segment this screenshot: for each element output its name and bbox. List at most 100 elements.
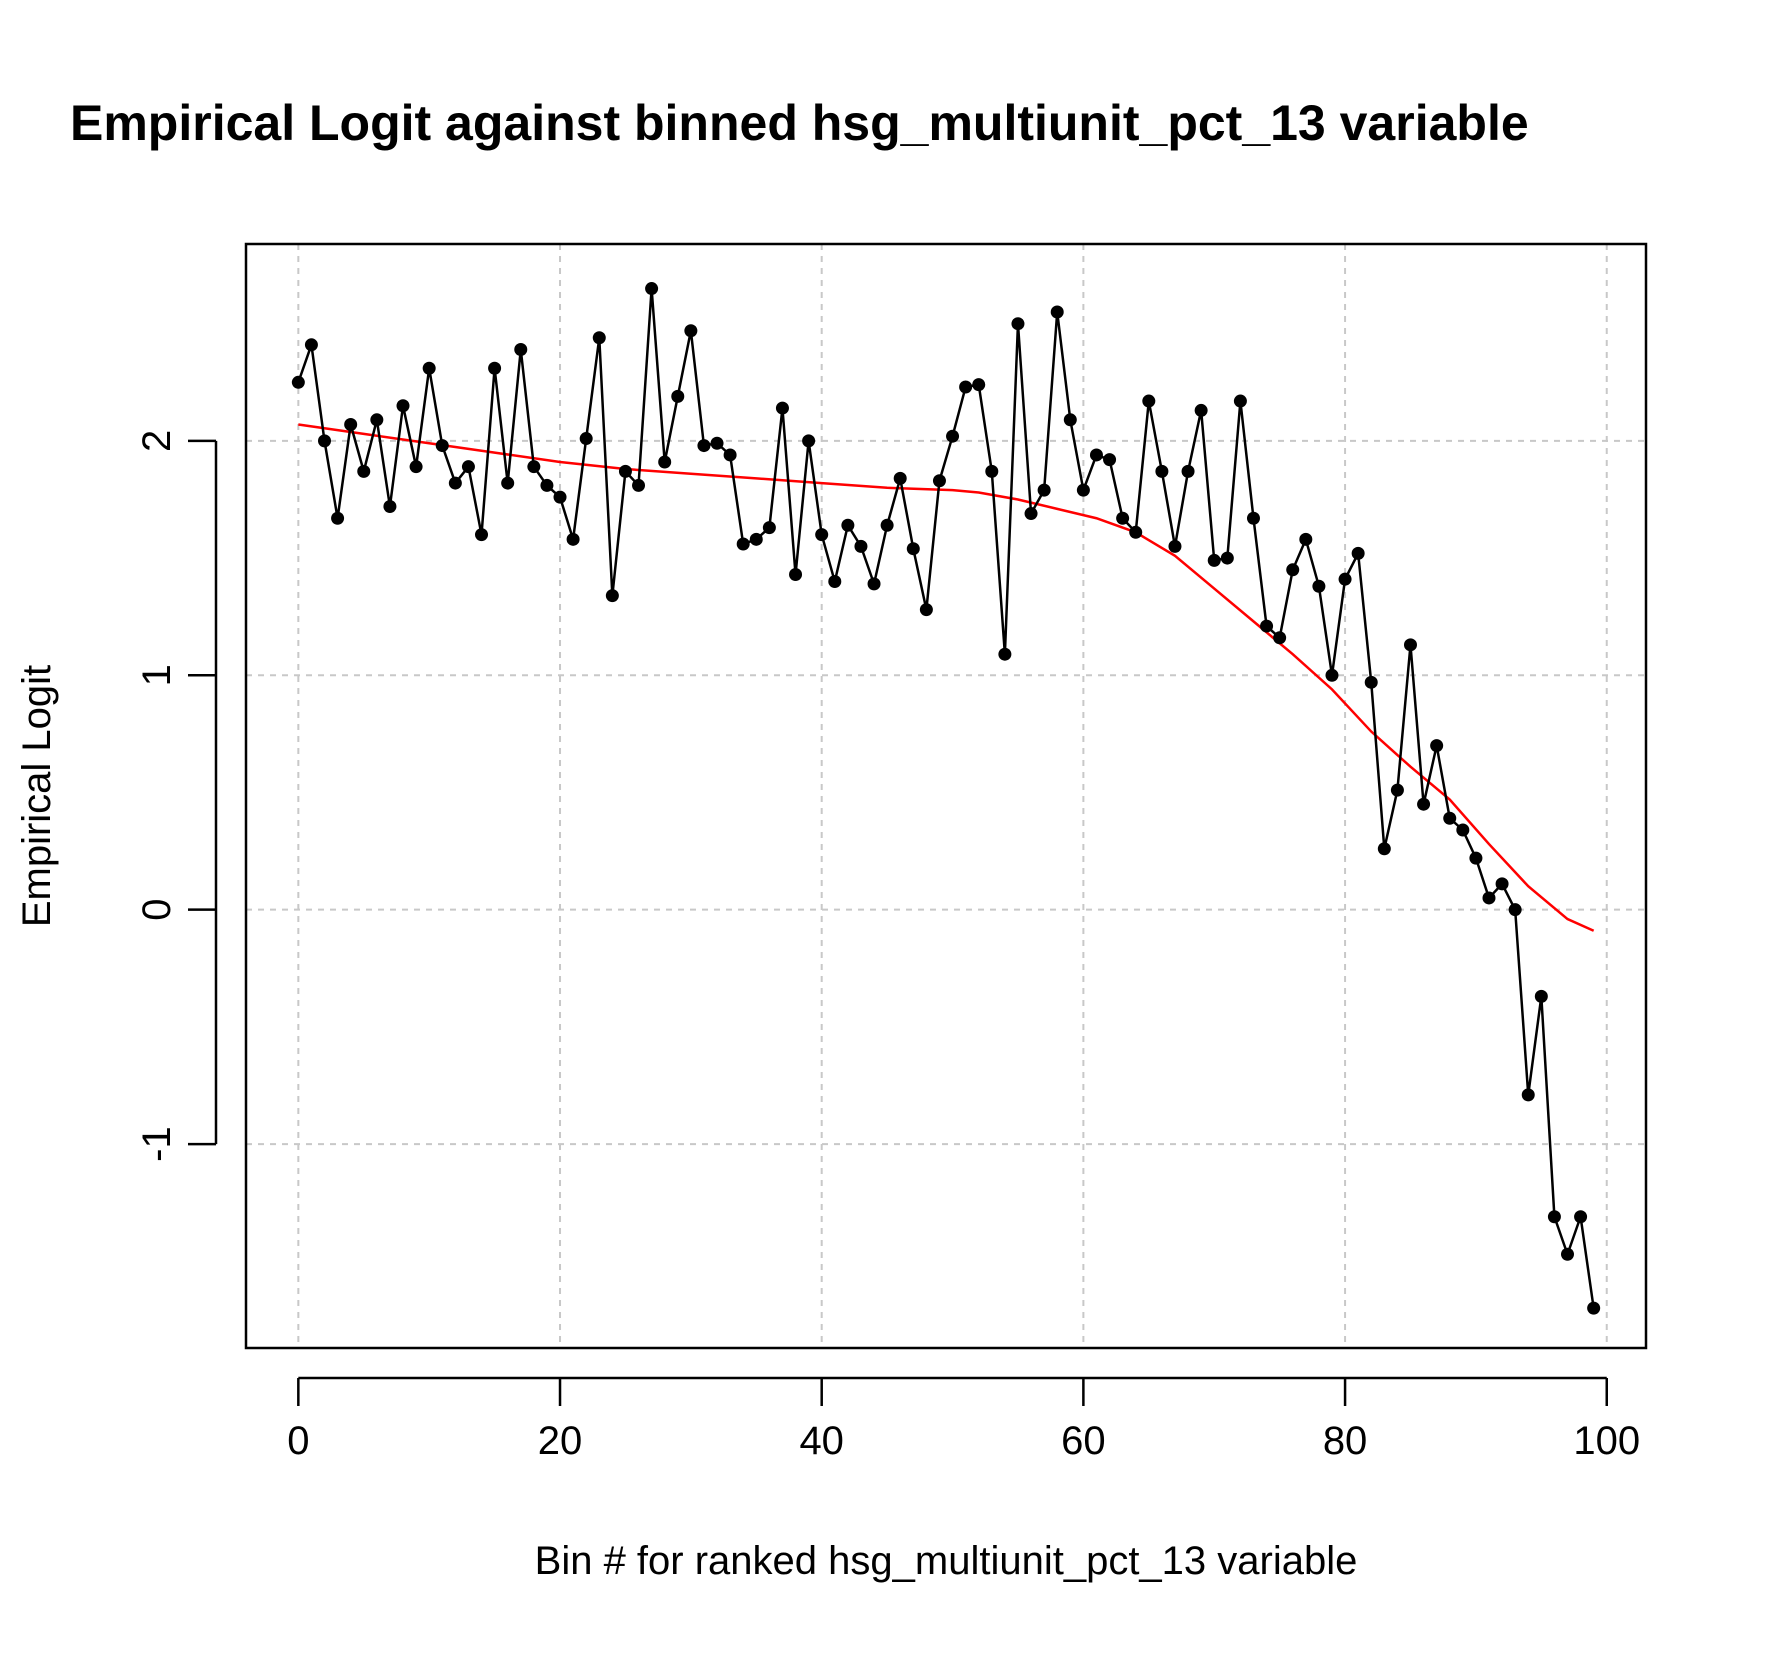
- data-point: [736, 537, 750, 551]
- data-point: [1482, 891, 1496, 905]
- data-point: [1364, 675, 1378, 689]
- data-point: [1587, 1301, 1601, 1315]
- data-point: [566, 532, 580, 546]
- data-point: [461, 460, 475, 474]
- data-point: [448, 476, 462, 490]
- data-point: [553, 490, 567, 504]
- data-point: [658, 455, 672, 469]
- data-point: [331, 511, 345, 525]
- data-point: [1037, 483, 1051, 497]
- data-point: [1534, 989, 1548, 1003]
- data-point: [1351, 546, 1365, 560]
- y-tick-label: 0: [135, 899, 179, 921]
- smooth-line: [298, 423, 1595, 932]
- smooth-curve: [298, 423, 1595, 932]
- data-point: [396, 399, 410, 413]
- chart-title: Empirical Logit against binned hsg_multi…: [70, 95, 1529, 151]
- data-point: [710, 436, 724, 450]
- data-point: [1129, 525, 1143, 539]
- data-point: [1063, 413, 1077, 427]
- data-point: [618, 464, 632, 478]
- data-point: [1377, 842, 1391, 856]
- y-tick-label: 2: [135, 430, 179, 452]
- data-point: [488, 361, 502, 375]
- data-point: [1260, 619, 1274, 633]
- data-point: [906, 542, 920, 556]
- data-point: [1194, 403, 1208, 417]
- data-point: [749, 532, 763, 546]
- data-point: [540, 478, 554, 492]
- data-point: [1430, 739, 1444, 753]
- data-point: [762, 521, 776, 535]
- data-point: [592, 331, 606, 345]
- data-point: [579, 432, 593, 446]
- data-point: [1469, 851, 1483, 865]
- data-point: [344, 417, 358, 431]
- x-tick-label: 0: [287, 1419, 309, 1463]
- data-point: [1547, 1210, 1561, 1224]
- data-point: [1338, 572, 1352, 586]
- data-point: [527, 460, 541, 474]
- data-point: [1273, 631, 1287, 645]
- data-point: [697, 439, 711, 453]
- data-series: [291, 282, 1601, 1315]
- data-point: [919, 603, 933, 617]
- x-axis: 0 20 40 60 80 100: [287, 1376, 1640, 1463]
- data-point: [291, 375, 305, 389]
- data-point: [1443, 811, 1457, 825]
- data-point: [1325, 668, 1339, 682]
- data-point: [1560, 1247, 1574, 1261]
- data-point: [370, 413, 384, 427]
- data-point: [867, 577, 881, 591]
- data-point: [1011, 317, 1025, 331]
- data-point: [1312, 579, 1326, 593]
- data-point: [802, 434, 816, 448]
- data-point: [946, 429, 960, 443]
- data-point: [514, 342, 528, 356]
- data-point: [1246, 511, 1260, 525]
- data-point: [1024, 507, 1038, 521]
- data-point: [632, 478, 646, 492]
- data-point: [318, 434, 332, 448]
- data-point: [789, 567, 803, 581]
- data-point: [1233, 394, 1247, 408]
- data-point: [815, 528, 829, 542]
- data-point: [723, 448, 737, 462]
- data-point: [671, 389, 685, 403]
- data-point: [1103, 453, 1117, 467]
- data-point: [1286, 563, 1300, 577]
- data-point: [1574, 1210, 1588, 1224]
- data-point: [775, 401, 789, 415]
- data-point: [383, 500, 397, 514]
- data-point: [1390, 783, 1404, 797]
- data-point: [475, 528, 489, 542]
- data-point: [1456, 823, 1470, 837]
- x-tick-label: 60: [1061, 1419, 1106, 1463]
- y-tick-label: 1: [135, 664, 179, 686]
- data-point: [645, 282, 659, 296]
- data-point: [932, 474, 946, 488]
- data-point: [1050, 305, 1064, 319]
- data-point: [972, 378, 986, 392]
- data-point: [501, 476, 515, 490]
- data-point: [959, 380, 973, 394]
- data-point: [1181, 464, 1195, 478]
- y-axis: -1 0 1 2: [135, 430, 218, 1162]
- data-point: [304, 338, 318, 352]
- x-tick-label: 20: [538, 1419, 583, 1463]
- data-point: [357, 464, 371, 478]
- data-point: [1155, 464, 1169, 478]
- y-axis-label: Empirical Logit: [15, 665, 59, 927]
- data-point: [1076, 483, 1090, 497]
- data-point: [985, 464, 999, 478]
- data-point: [684, 324, 698, 338]
- x-tick-label: 40: [799, 1419, 844, 1463]
- data-point: [1142, 394, 1156, 408]
- data-point: [1207, 553, 1221, 567]
- data-point: [828, 575, 842, 589]
- data-point: [605, 589, 619, 603]
- data-point: [409, 460, 423, 474]
- x-tick-label: 80: [1323, 1419, 1368, 1463]
- series-line: [297, 288, 1595, 1309]
